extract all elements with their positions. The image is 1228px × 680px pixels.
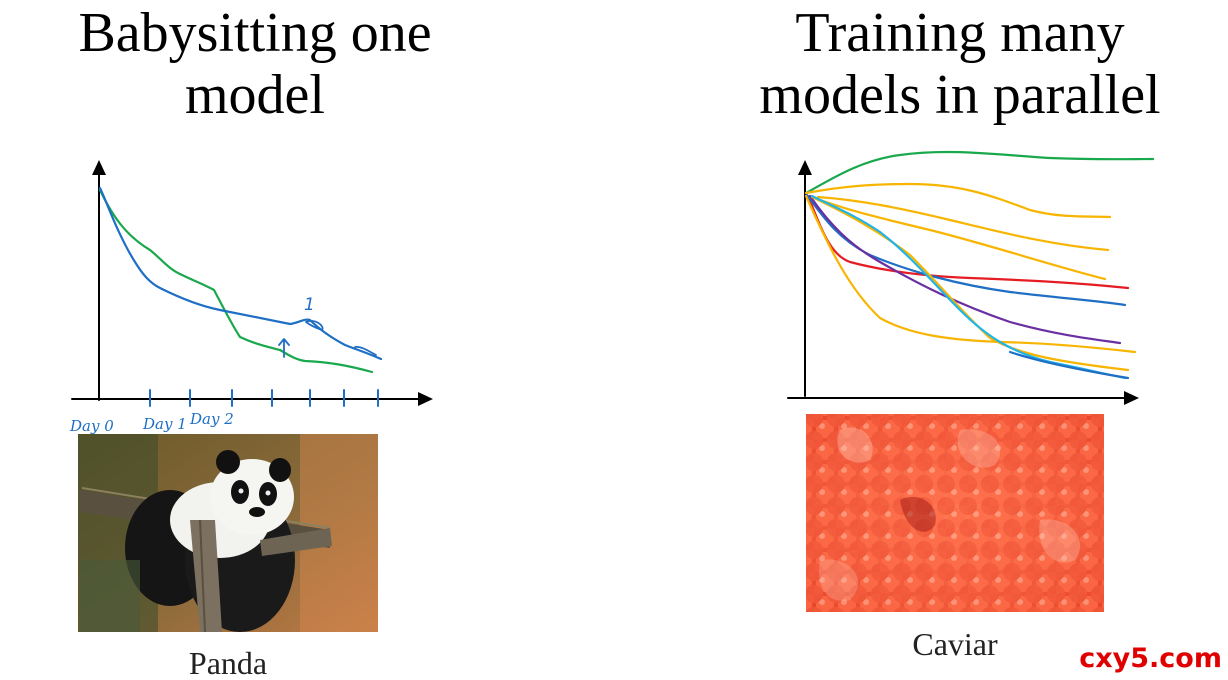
curve-green <box>804 150 1155 195</box>
curve-red <box>806 194 1130 290</box>
right-x-arrow-icon <box>1124 391 1139 405</box>
tick-label-day1: Day 1 <box>142 415 187 433</box>
left-blue-scribble <box>305 320 377 356</box>
tick-label-day2: Day 2 <box>189 410 234 428</box>
tick-label-day0: Day 0 <box>69 417 114 435</box>
left-x-arrow-icon <box>418 392 433 406</box>
curve-blue <box>805 193 1127 307</box>
left-x-ticks <box>149 389 379 407</box>
right-title: Training many models in parallel <box>690 2 1228 126</box>
left-x-tick-labels: Day 0 Day 1 Day 2 <box>69 410 234 435</box>
right-y-arrow-icon <box>798 160 812 175</box>
right-title-line2: models in parallel <box>759 64 1161 126</box>
panda-caption: Panda <box>189 645 267 680</box>
curve-orange-3 <box>808 194 1107 281</box>
caviar-caption: Caviar <box>912 626 998 662</box>
left-y-arrow-icon <box>92 160 106 175</box>
right-chart <box>787 150 1155 405</box>
curve-cyan <box>810 194 1127 380</box>
curve-orange-4 <box>804 194 1137 354</box>
left-annotation-1: 1 <box>304 295 315 315</box>
left-chart: 1 Day 0 Day 1 Day 2 <box>69 160 433 435</box>
caviar-image <box>806 414 1104 612</box>
left-title: Babysitting one model <box>20 2 490 126</box>
left-title-line1: Babysitting one <box>78 2 432 64</box>
right-title-line1: Training many <box>795 2 1125 64</box>
watermark: cxy5.com <box>1079 643 1222 674</box>
curve-orange-5 <box>810 195 1130 372</box>
left-up-arrow-icon <box>278 338 290 358</box>
curve-orange-1 <box>804 182 1112 219</box>
left-title-line2: model <box>185 64 325 126</box>
curve-blue-2 <box>1008 350 1130 380</box>
left-blue-curve <box>98 186 383 361</box>
panda-image <box>78 434 378 633</box>
curve-orange-2 <box>816 195 1110 252</box>
left-green-curve <box>98 188 374 374</box>
